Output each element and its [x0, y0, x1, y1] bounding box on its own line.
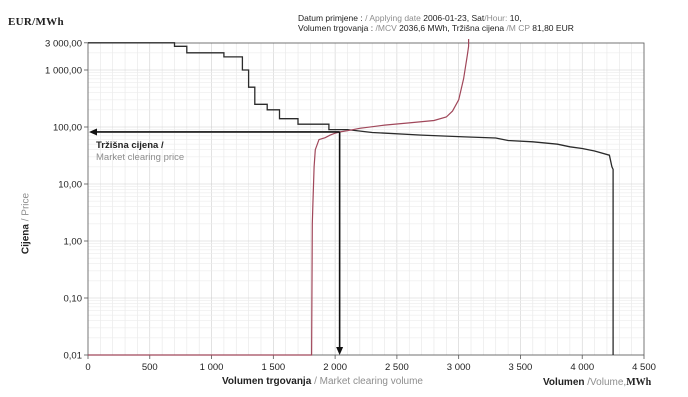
clearing-arrows	[89, 128, 344, 355]
y-tick-label: 3 000,00	[45, 38, 82, 49]
x-tick-label: 1 500	[261, 362, 285, 373]
series	[88, 39, 614, 356]
x-right-unit: MWh	[626, 377, 652, 388]
y-ticks: 0,01 0,10 1,00 10,00 100,00 1 000,00 3 000,00	[45, 38, 88, 362]
grid	[88, 42, 644, 356]
annotation-line-2: Market clearing price	[96, 152, 185, 163]
x-title-en: / Market clearing volume	[314, 376, 423, 387]
x-tick-label: 500	[142, 362, 158, 373]
y-tick-label: 1,00	[64, 237, 83, 248]
hour-label-en: /Hour:	[484, 13, 508, 23]
info-line-1: Datum primjene : / Applying date 2006-01…	[298, 13, 574, 23]
date-label: Datum primjene :	[298, 13, 363, 23]
y-axis-title: Cijena / Price	[21, 184, 32, 264]
x-tick-label: 3 500	[509, 362, 533, 373]
x-right-hr: Volumen	[543, 377, 585, 388]
supply-curve	[88, 39, 470, 356]
x-axis-unit-title: Volumen /Volume,MWh	[543, 377, 651, 388]
volume-value: 2036,6 MWh,	[399, 23, 450, 33]
x-tick-label: 1 000	[200, 362, 224, 373]
clearing-price-annotation: Tržišna cijena / Market clearing price	[96, 140, 184, 164]
plot-frame	[87, 42, 645, 356]
info-line-2: Volumen trgovanja : /MCV 2036,6 MWh, Trž…	[298, 23, 574, 33]
x-axis-title: Volumen trgovanja / Market clearing volu…	[222, 376, 423, 387]
price-label-en: /M CP	[506, 23, 530, 33]
info-block: Datum primjene : / Applying date 2006-01…	[298, 13, 574, 33]
price-value: 81,80 EUR	[532, 23, 574, 33]
annotation-line-1: Tržišna cijena /	[96, 140, 164, 151]
unit-label: EUR/MWh	[8, 16, 64, 28]
x-ticks: 0 500 1 000 1 500 2 000 2 500 3 000 3 500 4 000 4…	[85, 355, 656, 373]
x-tick-label: 2 000	[323, 362, 347, 373]
hour-label: Sat	[471, 13, 485, 23]
date-label-en: / Applying date	[365, 13, 421, 23]
hour-value: 10,	[509, 13, 522, 23]
date-value: 2006-01-23,	[423, 13, 470, 23]
y-tick-label: 1 000,00	[45, 66, 82, 77]
volume-arrow-head	[336, 347, 344, 355]
x-tick-label: 4 000	[570, 362, 594, 373]
x-tick-label: 4 500	[632, 362, 656, 373]
volume-label-en: /MCV	[375, 23, 397, 33]
demand-curve	[88, 42, 614, 355]
volume-label: Volumen trgovanja :	[298, 23, 374, 33]
price-arrow-head	[89, 128, 97, 136]
x-title-hr: Volumen trgovanja	[222, 376, 312, 387]
y-tick-label: 10,00	[58, 180, 82, 191]
y-tick-label: 0,01	[64, 351, 83, 362]
y-tick-label: 100,00	[53, 123, 82, 134]
y-tick-label: 0,10	[64, 294, 83, 305]
x-right-en: /Volume,	[587, 377, 627, 388]
x-tick-label: 3 000	[447, 362, 471, 373]
y-title-hr: Cijena	[20, 224, 32, 255]
price-label: Tržišna cijena	[451, 23, 505, 33]
x-tick-label: 2 500	[385, 362, 409, 373]
y-title-en: / Price	[20, 192, 32, 222]
x-tick-label: 0	[85, 362, 90, 373]
